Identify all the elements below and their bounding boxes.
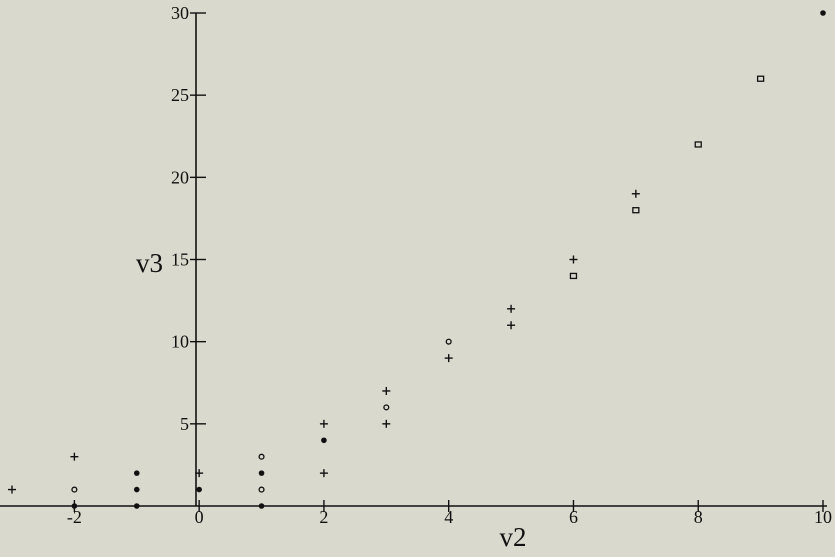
y-tick-label: 15 (171, 250, 189, 270)
data-point-filled-circle (133, 486, 140, 493)
data-point-filled-circle (258, 503, 265, 509)
data-point-open-square (569, 272, 578, 280)
data-point-open-circle (258, 486, 265, 493)
y-tick-label: 10 (171, 332, 189, 352)
data-point-plus (195, 469, 204, 478)
y-tick-label: 30 (171, 3, 189, 23)
x-tick-label: 6 (569, 507, 578, 527)
data-point-filled-circle (71, 503, 78, 509)
y-axis-title: v3 (136, 248, 163, 278)
data-point-open-square (694, 141, 702, 148)
data-point-filled-circle (820, 10, 826, 16)
axes-layer (0, 13, 827, 507)
data-point-plus (382, 419, 391, 428)
data-point-plus (507, 321, 516, 330)
data-point-filled-circle (196, 486, 202, 493)
data-point-plus (382, 386, 391, 395)
data-point-plus (319, 469, 328, 478)
data-point-plus (70, 452, 79, 461)
data-point-plus (444, 354, 453, 363)
data-point-open-square (756, 75, 765, 82)
y-tick-label: 20 (171, 167, 189, 187)
data-point-plus (631, 189, 640, 198)
y-tick-label: 5 (180, 414, 189, 434)
x-tick-label: 4 (444, 507, 453, 527)
x-tick-label: 8 (694, 507, 703, 527)
data-point-open-circle (383, 404, 390, 411)
data-point-filled-circle (321, 437, 327, 444)
data-point-open-circle (258, 453, 265, 460)
x-tick-label: 2 (319, 507, 328, 527)
x-tick-label: 0 (195, 507, 204, 527)
x-axis-title: v2 (500, 522, 527, 552)
data-point-plus (319, 419, 328, 428)
data-point-filled-circle (258, 470, 265, 476)
ticks-layer: -2 0 2 4 6 8 10 5 10 15 20 25 30 (67, 3, 832, 527)
data-point-open-circle (71, 486, 78, 493)
x-tick-label: -2 (67, 507, 82, 527)
data-point-filled-circle (133, 470, 140, 476)
data-point-open-circle (445, 338, 452, 345)
points-layer (8, 10, 826, 509)
x-tick-label: 10 (814, 507, 832, 527)
data-point-open-square (632, 207, 640, 214)
data-point-plus (569, 255, 578, 264)
y-tick-label: 25 (171, 85, 189, 105)
data-point-filled-circle (133, 503, 140, 509)
data-point-plus (507, 304, 516, 313)
data-point-plus (8, 485, 16, 494)
